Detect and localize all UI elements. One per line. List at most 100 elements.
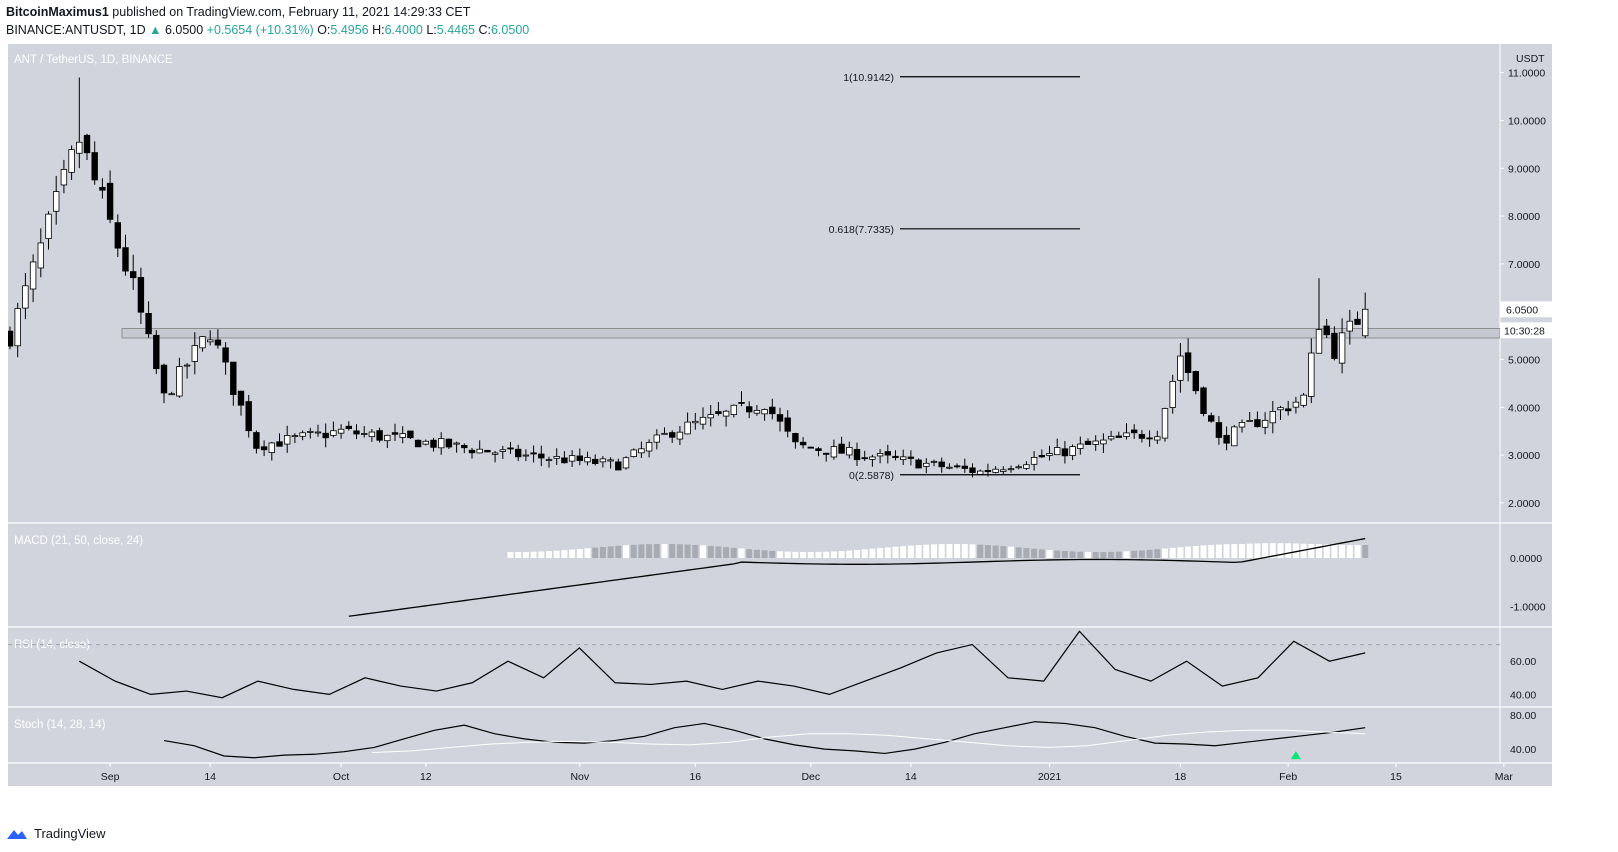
candle-body: [938, 461, 945, 468]
price-tick-label: 10.0000: [1508, 115, 1546, 127]
candle-body: [992, 468, 999, 473]
macd-bar: [1000, 546, 1007, 558]
candle-body: [738, 402, 745, 404]
currency-label: USDT: [1516, 53, 1545, 65]
candle-body: [1285, 408, 1292, 412]
candle-body: [1177, 355, 1184, 381]
macd-bar: [569, 549, 576, 558]
candle-body: [1007, 468, 1015, 471]
macd-bar: [1362, 545, 1369, 558]
candle-body: [1046, 453, 1053, 456]
candle-body: [461, 444, 468, 449]
macd-bar: [846, 550, 853, 558]
candle-body: [391, 432, 399, 435]
author-name[interactable]: BitcoinMaximus1: [6, 5, 109, 19]
candle-body: [630, 449, 637, 457]
macd-bar: [961, 544, 968, 558]
candle-body: [1069, 446, 1076, 456]
candle-body: [376, 430, 383, 441]
macd-bar: [823, 551, 830, 558]
macd-bar: [984, 545, 991, 558]
candle-body: [330, 430, 337, 436]
macd-bar: [1177, 547, 1184, 558]
candle-body: [422, 440, 429, 445]
candle-body: [769, 406, 776, 415]
candle-body: [1123, 432, 1130, 437]
macd-bar: [1162, 548, 1168, 558]
candle-body: [953, 465, 961, 468]
candle-body: [930, 460, 938, 463]
macd-bar: [784, 551, 791, 558]
candle-body: [237, 390, 245, 406]
candle-body: [68, 149, 75, 173]
candle-body: [615, 461, 622, 471]
macd-bar: [1115, 551, 1122, 558]
macd-bar: [653, 544, 660, 558]
stoch-k-line: [163, 721, 1366, 759]
candle-body: [923, 462, 930, 467]
candle-body: [83, 134, 91, 154]
candle-body: [876, 452, 884, 457]
fib-level-label: 1(10.9142): [843, 72, 894, 84]
macd-bar: [807, 551, 814, 558]
macd-bar: [884, 547, 891, 558]
candle-body: [1292, 401, 1300, 408]
chart-area[interactable]: 11.000010.00009.00008.00007.00006.00005.…: [8, 44, 1552, 786]
macd-bar: [1092, 551, 1099, 558]
macd-bar: [1054, 550, 1061, 558]
candle-body: [915, 459, 922, 469]
candle-body: [792, 433, 799, 443]
candle-body: [514, 448, 522, 458]
candle-body: [561, 457, 568, 464]
candle-body: [584, 457, 591, 463]
open-value: 5.4956: [330, 23, 369, 37]
time-tick-label: 12: [420, 771, 432, 783]
price-tick-label: 3.0000: [1508, 450, 1540, 462]
open-label: O:: [317, 23, 331, 37]
candle-body: [307, 430, 314, 433]
candle-body: [776, 414, 784, 422]
time-tick-label: Sep: [101, 771, 120, 783]
price-tag-bg: [1500, 301, 1552, 318]
macd-bar: [769, 550, 776, 558]
candle-body: [969, 467, 976, 473]
macd-bar: [584, 548, 591, 558]
candle-body: [314, 431, 322, 434]
candle-body: [245, 401, 252, 432]
close-value: 6.0500: [490, 23, 530, 37]
macd-bar: [1215, 544, 1222, 558]
macd-bar: [730, 547, 737, 558]
symbol-info: BINANCE:ANTUSDT, 1D ▲ 6.0500 +0.5654 (+1…: [6, 23, 529, 37]
fib-level-label: 0(2.5878): [849, 470, 894, 482]
time-tick-label: 14: [204, 771, 216, 783]
macd-bar: [738, 548, 745, 558]
candle-body: [1054, 447, 1061, 456]
candle-body: [645, 442, 653, 452]
chart-svg[interactable]: 11.000010.00009.00008.00007.00006.00005.…: [8, 44, 1552, 786]
candle-body: [283, 435, 291, 445]
macd-bar: [877, 548, 884, 558]
candle-body: [299, 432, 306, 437]
candle-body: [268, 442, 275, 453]
candle-body: [669, 432, 676, 438]
macd-bar: [892, 546, 899, 558]
macd-bar: [1138, 550, 1145, 558]
candle-body: [230, 361, 237, 395]
macd-bar: [753, 549, 760, 558]
candle-body: [53, 191, 60, 212]
candle-body: [799, 441, 807, 446]
rsi-tick-label: 40.00: [1510, 689, 1536, 701]
footer-brand[interactable]: TradingView: [34, 826, 106, 841]
candle-body: [1131, 429, 1138, 434]
candle-body: [1161, 408, 1169, 439]
macd-bar: [746, 549, 753, 558]
candle-body: [176, 366, 183, 397]
macd-bar: [638, 544, 645, 558]
candle-body: [253, 432, 260, 449]
macd-bar: [1223, 544, 1230, 558]
candle-body: [206, 339, 214, 343]
candle-body: [1331, 332, 1338, 359]
time-tick-label: 2021: [1038, 771, 1062, 783]
macd-bar: [969, 544, 976, 558]
candle-body: [815, 448, 822, 451]
